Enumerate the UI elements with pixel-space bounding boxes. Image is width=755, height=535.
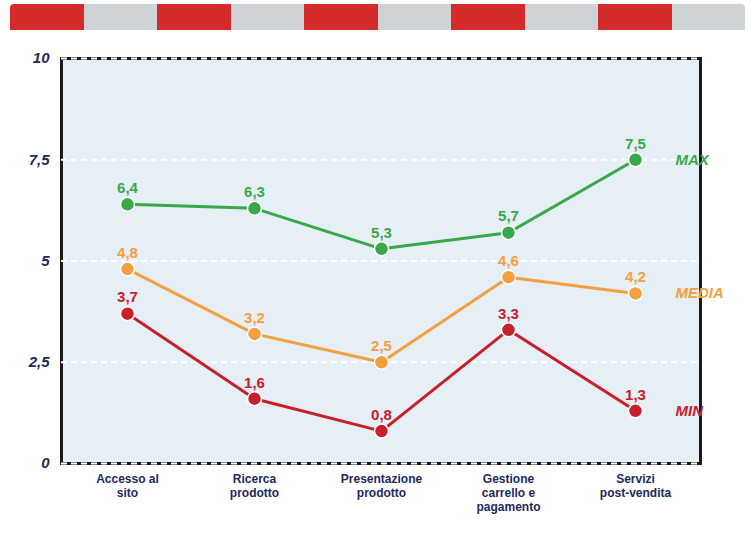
- svg-text:7,5: 7,5: [625, 135, 646, 152]
- svg-text:1,6: 1,6: [244, 374, 265, 391]
- svg-text:5,3: 5,3: [371, 224, 392, 241]
- svg-text:1,3: 1,3: [625, 386, 646, 403]
- svg-text:Accesso alsito: Accesso alsito: [96, 472, 159, 500]
- svg-text:3,7: 3,7: [117, 288, 138, 305]
- svg-text:4,6: 4,6: [498, 252, 519, 269]
- svg-text:3,2: 3,2: [244, 309, 265, 326]
- svg-text:MIN: MIN: [676, 402, 705, 419]
- svg-text:0: 0: [41, 454, 50, 471]
- svg-text:6,3: 6,3: [244, 183, 265, 200]
- svg-text:10: 10: [33, 49, 50, 66]
- svg-text:7,5: 7,5: [29, 151, 51, 168]
- svg-text:Ricercaprodotto: Ricercaprodotto: [230, 472, 279, 500]
- svg-text:4,2: 4,2: [625, 268, 646, 285]
- svg-text:0,8: 0,8: [371, 406, 392, 423]
- svg-text:Presentazioneprodotto: Presentazioneprodotto: [341, 472, 423, 500]
- svg-text:3,3: 3,3: [498, 305, 519, 322]
- svg-text:MEDIA: MEDIA: [676, 284, 724, 301]
- svg-text:4,8: 4,8: [117, 244, 138, 261]
- svg-text:5,7: 5,7: [498, 207, 519, 224]
- svg-text:Gestionecarrello epagamento: Gestionecarrello epagamento: [476, 472, 540, 514]
- svg-text:MAX: MAX: [676, 151, 710, 168]
- svg-text:6,4: 6,4: [117, 179, 139, 196]
- svg-text:5: 5: [41, 252, 50, 269]
- svg-text:2,5: 2,5: [28, 353, 51, 370]
- svg-text:2,5: 2,5: [371, 337, 392, 354]
- svg-text:Servizipost-vendita: Servizipost-vendita: [600, 472, 672, 500]
